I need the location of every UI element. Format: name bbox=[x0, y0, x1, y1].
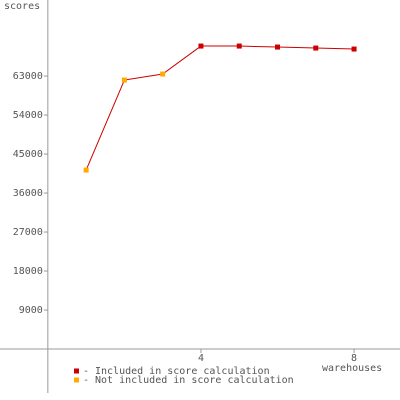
x-axis-label: warehouses bbox=[322, 363, 382, 374]
y-tick-label: 63000 bbox=[13, 71, 43, 82]
point bbox=[160, 71, 166, 77]
y-tick-label: 27000 bbox=[13, 227, 43, 238]
line bbox=[85, 45, 355, 171]
point bbox=[275, 44, 281, 50]
point bbox=[236, 43, 242, 49]
y-axis-label: scores bbox=[4, 1, 40, 12]
y-tick-label: 18000 bbox=[13, 266, 43, 277]
legend-label: Not included in score calculation bbox=[95, 375, 294, 386]
y-tick-label: 54000 bbox=[13, 110, 43, 121]
x-tick-label: 4 bbox=[198, 353, 204, 364]
point bbox=[351, 46, 357, 52]
point bbox=[313, 45, 319, 51]
y-tick-label: 9000 bbox=[19, 305, 43, 316]
point bbox=[198, 43, 204, 49]
point bbox=[83, 167, 89, 173]
y-tick-label: 45000 bbox=[13, 149, 43, 160]
legend-swatch bbox=[74, 368, 79, 374]
legend-swatch bbox=[74, 377, 79, 383]
legend-dash: - bbox=[83, 366, 89, 377]
legend-label: Included in score calculation bbox=[95, 366, 270, 377]
x-tick-label: 8 bbox=[351, 353, 357, 364]
point bbox=[121, 77, 127, 83]
legend-dash: - bbox=[83, 375, 89, 386]
y-tick-label: 36000 bbox=[13, 188, 43, 199]
